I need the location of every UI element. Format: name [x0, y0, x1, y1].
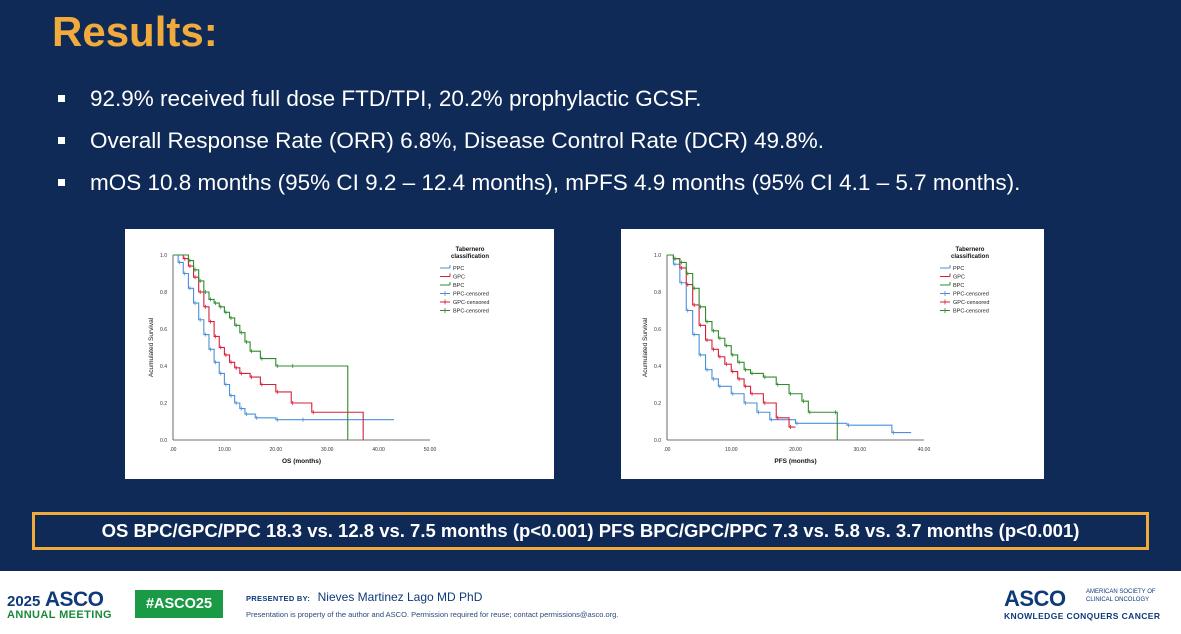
legend-label: PPC: [953, 266, 964, 272]
x-tick-label: 10.00: [725, 447, 738, 453]
y-tick-label: 0.8: [160, 290, 167, 296]
bullet-square-icon: [58, 95, 65, 102]
x-axis-title: PFS (months): [774, 458, 816, 465]
series-gpc-line: [667, 254, 796, 428]
legend-title-line1: Tabernero: [956, 247, 985, 253]
bullet-text: Overall Response Rate (ORR) 6.8%, Diseas…: [90, 128, 825, 153]
meeting-year: 2025: [7, 593, 41, 610]
y-tick-label: 1.0: [654, 253, 661, 259]
bullet-square-icon: [58, 137, 65, 144]
hashtag-badge: #ASCO25: [135, 590, 223, 618]
legend-label: GPC-censored: [453, 300, 489, 306]
legend-label: BPC: [953, 283, 964, 289]
bullet-item: Overall Response Rate (ORR) 6.8%, Diseas…: [58, 126, 1168, 168]
presented-by-label: PRESENTED BY:: [246, 594, 311, 603]
legend-label: BPC-censored: [453, 309, 489, 315]
x-tick-label: 30.00: [853, 447, 866, 453]
slide-title: Results:: [52, 8, 218, 55]
x-tick-label: 40.00: [918, 447, 931, 453]
y-tick-label: 0.6: [160, 327, 167, 333]
x-tick-label: 10.00: [218, 447, 231, 453]
legend-title-line2: classification: [451, 254, 489, 260]
legend-label: PPC: [453, 266, 464, 272]
legend-label: GPC-censored: [953, 300, 989, 306]
x-axis-title: OS (months): [282, 458, 321, 465]
bullet-item: mOS 10.8 months (95% CI 9.2 – 12.4 month…: [58, 168, 1168, 210]
meeting-asco: ASCO: [44, 588, 104, 611]
legend-label: BPC-censored: [953, 309, 989, 315]
y-tick-label: 0.0: [654, 438, 661, 444]
y-tick-label: 0.0: [160, 438, 167, 444]
y-tick-label: 0.2: [654, 401, 661, 407]
y-tick-label: 0.4: [160, 364, 167, 370]
x-tick-label: 20.00: [789, 447, 802, 453]
disclaimer-text: Presentation is property of the author a…: [246, 610, 619, 619]
x-tick-label: 20.00: [270, 447, 283, 453]
pfs-chart-panel: 0.0 0.2 0.4 0.6 0.8 1.0 .00 10.00 20.00 30.00 40.0…: [621, 229, 1044, 479]
x-tick-label: 40.00: [372, 447, 385, 453]
legend-label: GPC: [453, 275, 465, 281]
y-tick-label: 0.4: [654, 364, 661, 370]
tagline: KNOWLEDGE CONQUERS CANCER: [1004, 611, 1161, 621]
bullet-item: 92.9% received full dose FTD/TPI, 20.2% …: [58, 84, 1168, 126]
legend-label: BPC: [453, 283, 464, 289]
series-bpc-line: [173, 254, 349, 440]
x-tick-label: .00: [664, 447, 671, 453]
series-gpc-line: [173, 254, 364, 440]
legend-title-line2: classification: [951, 254, 989, 260]
series-bpc-line: [667, 254, 838, 440]
os-kaplan-meier-chart: 0.0 0.2 0.4 0.6 0.8 1.0 .00 10.00 20.00 30.00 40.0…: [148, 247, 489, 465]
series-ppc-line: [173, 254, 395, 421]
series-ppc-line: [667, 254, 912, 434]
annual-meeting-logo: 2025 ASCO ANNUAL MEETING: [7, 588, 112, 621]
society-name: AMERICAN SOCIETY OF CLINICAL ONCOLOGY: [1086, 589, 1156, 603]
legend-label: GPC: [953, 275, 965, 281]
y-tick-label: 1.0: [160, 253, 167, 259]
pfs-kaplan-meier-chart: 0.0 0.2 0.4 0.6 0.8 1.0 .00 10.00 20.00 30.00 40.0…: [642, 247, 989, 465]
bullet-list: 92.9% received full dose FTD/TPI, 20.2% …: [58, 84, 1168, 210]
bullet-text: 92.9% received full dose FTD/TPI, 20.2% …: [90, 86, 702, 111]
os-chart-panel: 0.0 0.2 0.4 0.6 0.8 1.0 .00 10.00 20.00 30.00 40.0…: [125, 229, 554, 479]
legend-label: PPC-censored: [453, 292, 489, 298]
x-tick-label: .00: [170, 447, 177, 453]
x-tick-label: 30.00: [321, 447, 334, 453]
legend-label: PPC-censored: [953, 292, 989, 298]
y-tick-label: 0.8: [654, 290, 661, 296]
meeting-label: ANNUAL MEETING: [7, 609, 113, 621]
presenter-line: PRESENTED BY: Nieves Martinez Lago MD Ph…: [246, 588, 482, 606]
bullet-square-icon: [58, 179, 65, 186]
asco-logo-text: ASCO: [1004, 586, 1066, 611]
y-tick-label: 0.6: [654, 327, 661, 333]
summary-box: OS BPC/GPC/PPC 18.3 vs. 12.8 vs. 7.5 mon…: [32, 512, 1149, 550]
bullet-text: mOS 10.8 months (95% CI 9.2 – 12.4 month…: [90, 170, 1021, 195]
y-tick-label: 0.2: [160, 401, 167, 407]
presenter-name: Nieves Martinez Lago MD PhD: [317, 590, 483, 604]
x-tick-label: 50.00: [424, 447, 437, 453]
legend-title-line1: Tabernero: [456, 247, 485, 253]
y-axis-title: Acumulated Survival: [148, 317, 155, 377]
asco-logo: ASCO AMERICAN SOCIETY OF CLINICAL ONCOLO…: [1004, 586, 1160, 621]
y-axis-title: Acumulated Survival: [642, 317, 649, 377]
